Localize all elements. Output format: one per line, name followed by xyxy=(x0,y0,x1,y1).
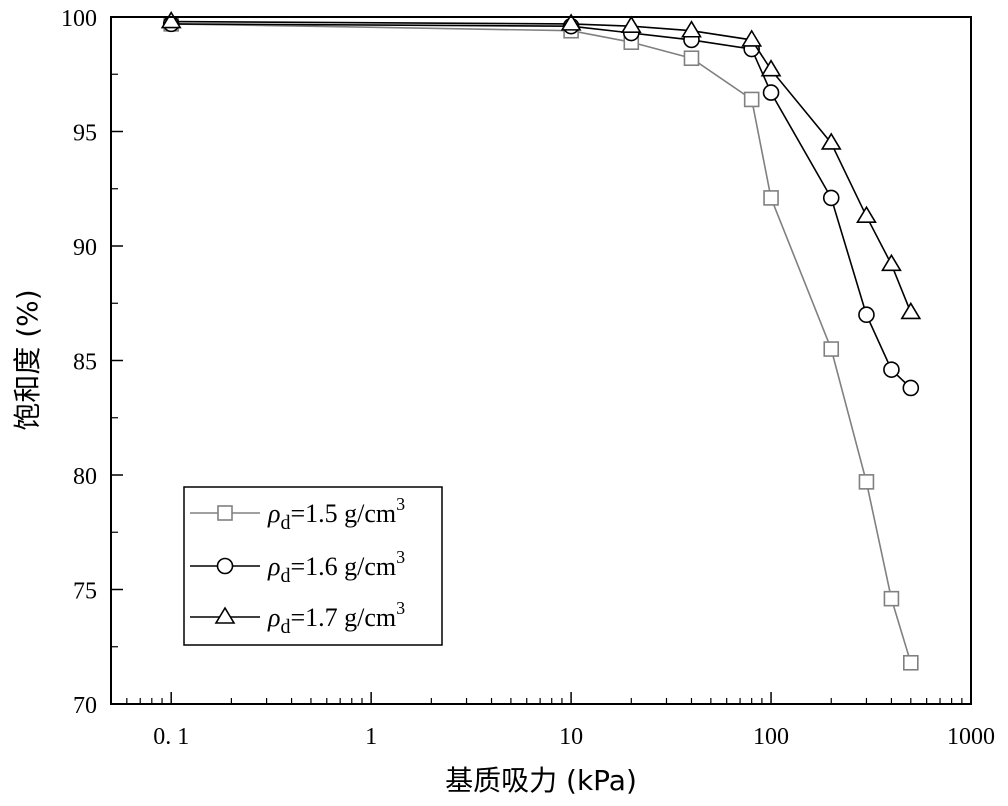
y-tick-label: 70 xyxy=(73,693,97,719)
y-tick-label: 90 xyxy=(73,235,97,261)
y-axis-title: 饱和度 (%) xyxy=(11,289,44,430)
legend-marker xyxy=(214,606,236,624)
data-point xyxy=(858,306,875,324)
x-tick-label: 0. 1 xyxy=(153,724,189,750)
legend-entry: ρd=1.6 g/cm3 xyxy=(190,547,405,587)
data-point xyxy=(763,190,779,206)
series-line xyxy=(171,23,912,664)
data-point xyxy=(856,205,877,224)
series-layer xyxy=(160,11,922,671)
data-point xyxy=(902,379,920,397)
series-1 xyxy=(163,16,919,671)
legend-marker xyxy=(216,557,234,575)
legend-label: ρd=1.5 g/cm3 xyxy=(267,494,405,534)
plot-frame xyxy=(110,16,972,705)
x-tick-label: 100 xyxy=(753,724,789,750)
x-tick-label: 10 xyxy=(559,724,583,750)
legend: ρd=1.5 g/cm3 ρd=1.6 g/cm3 ρd=1.7 g/cm3 xyxy=(183,486,443,646)
data-point xyxy=(883,361,900,378)
data-point xyxy=(858,474,875,490)
data-point xyxy=(823,341,840,357)
x-axis-title: 基质吸力 (kPa) xyxy=(445,764,637,797)
legend-entry: ρd=1.7 g/cm3 xyxy=(190,598,405,638)
y-tick-label: 100 xyxy=(61,6,97,32)
series-line xyxy=(171,23,912,389)
data-point xyxy=(883,590,900,607)
legend-label: ρd=1.6 g/cm3 xyxy=(267,547,405,587)
data-point xyxy=(160,11,182,29)
y-tick-label: 85 xyxy=(73,350,97,376)
data-point xyxy=(683,50,700,67)
data-point xyxy=(820,132,842,150)
legend-entry: ρd=1.5 g/cm3 xyxy=(190,494,405,534)
legend-marker xyxy=(217,505,233,521)
data-point xyxy=(760,59,782,77)
legend-label: ρd=1.7 g/cm3 xyxy=(267,598,405,638)
series-2 xyxy=(162,15,920,397)
data-point xyxy=(881,253,902,272)
data-point xyxy=(762,84,780,101)
y-tick-label: 75 xyxy=(73,579,97,605)
series-3 xyxy=(160,11,922,320)
y-tick-label: 80 xyxy=(73,464,97,490)
x-tick-label: 1 xyxy=(365,724,377,750)
data-point xyxy=(620,15,642,33)
data-point xyxy=(900,301,922,320)
series-line xyxy=(171,20,912,313)
data-point xyxy=(743,91,760,108)
x-tick-label: 1000 xyxy=(947,724,995,750)
tick-labels: 0. 1 1 10 100 1000 70 75 80 85 90 95 100 xyxy=(61,6,995,750)
data-point xyxy=(560,13,582,31)
data-point xyxy=(822,189,840,207)
data-point xyxy=(903,654,919,671)
y-tick-label: 95 xyxy=(73,121,97,147)
data-point xyxy=(681,20,702,38)
data-point xyxy=(741,29,763,47)
